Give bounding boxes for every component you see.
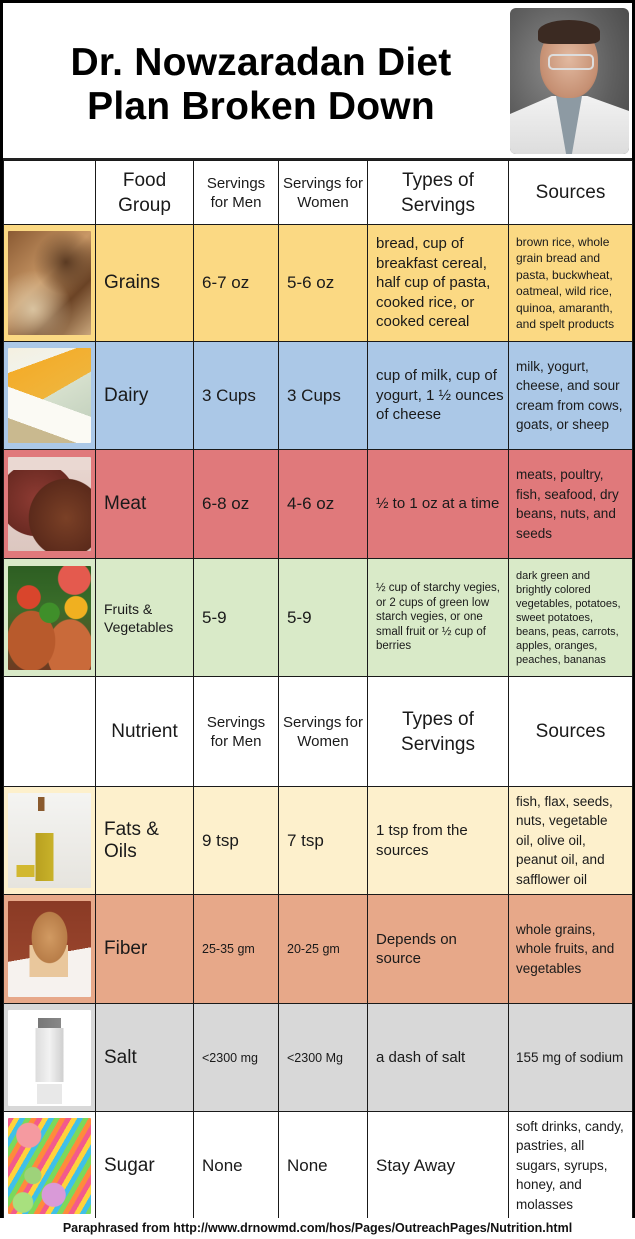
row-types: 1 tsp from the sources [367, 786, 509, 895]
row-sources: brown rice, whole grain bread and pasta,… [508, 224, 633, 342]
row-sources: milk, yogurt, cheese, and sour cream fro… [508, 341, 633, 450]
table-row-fiber: Fiber 25-35 gm 20-25 gm Depends on sourc… [3, 894, 633, 1004]
row-name: Meat [95, 449, 194, 559]
row-women: <2300 Mg [278, 1003, 368, 1112]
candy-image [8, 1117, 91, 1214]
row-types: a dash of salt [367, 1003, 509, 1112]
row-sources: fish, flax, seeds, nuts, vegetable oil, … [508, 786, 633, 895]
header-nutrient: Nutrient [95, 676, 194, 787]
salt-shaker-image [8, 1009, 91, 1106]
header-empty-cell [3, 676, 96, 787]
row-men: <2300 mg [193, 1003, 279, 1112]
header-empty-cell [3, 160, 96, 225]
header-servings-men: Servings for Men [193, 160, 279, 225]
table-row-dairy: Dairy 3 Cups 3 Cups cup of milk, cup of … [3, 341, 633, 450]
meat-image [8, 457, 91, 551]
row-men: 6-8 oz [193, 449, 279, 559]
row-men: 6-7 oz [193, 224, 279, 342]
row-name: Fruits & Vegetables [95, 558, 194, 677]
header-servings-women: Servings for Women [278, 160, 368, 225]
row-men: 9 tsp [193, 786, 279, 895]
row-sources: soft drinks, candy, pastries, all sugars… [508, 1111, 633, 1220]
fruits-vegetables-image-cell [3, 558, 96, 677]
header-servings-women: Servings for Women [278, 676, 368, 787]
oil-bottle-image [8, 793, 91, 888]
infographic: Dr. Nowzaradan Diet Plan Broken Down Foo… [3, 3, 633, 1220]
row-sources: meats, poultry, fish, seafood, dry beans… [508, 449, 633, 559]
title-area: Dr. Nowzaradan Diet Plan Broken Down [3, 3, 632, 160]
salt-image-cell [3, 1003, 96, 1112]
row-men: 3 Cups [193, 341, 279, 450]
row-types: Depends on source [367, 894, 509, 1004]
header-sources: Sources [508, 160, 633, 225]
table-row-sugar: Sugar None None Stay Away soft drinks, c… [3, 1111, 633, 1220]
header-types: Types of Servings [367, 160, 509, 225]
dairy-image-cell [3, 341, 96, 450]
food-header-row: Food Group Servings for Men Servings for… [3, 160, 633, 225]
meat-image-cell [3, 449, 96, 559]
row-sources: dark green and brightly colored vegetabl… [508, 558, 633, 677]
row-types: ½ cup of starchy vegies, or 2 cups of gr… [367, 558, 509, 677]
row-types: ½ to 1 oz at a time [367, 449, 509, 559]
portrait-hair [538, 20, 600, 44]
row-name: Fiber [95, 894, 194, 1004]
title-line-1: Dr. Nowzaradan Diet [70, 41, 452, 84]
row-types: bread, cup of breakfast cereal, half cup… [367, 224, 509, 342]
row-women: 3 Cups [278, 341, 368, 450]
row-name: Fats & Oils [95, 786, 194, 895]
header-servings-men: Servings for Men [193, 676, 279, 787]
row-name: Sugar [95, 1111, 194, 1220]
table-row-fats-oils: Fats & Oils 9 tsp 7 tsp 1 tsp from the s… [3, 786, 633, 895]
table-row-fruits-vegetables: Fruits & Vegetables 5-9 5-9 ½ cup of sta… [3, 558, 633, 677]
row-women: 5-9 [278, 558, 368, 677]
grains-image-cell [3, 224, 96, 342]
row-women: 4-6 oz [278, 449, 368, 559]
row-women: None [278, 1111, 368, 1220]
sugar-image-cell [3, 1111, 96, 1220]
row-sources: 155 mg of sodium [508, 1003, 633, 1112]
title-line-2: Plan Broken Down [87, 85, 435, 128]
header-food-group: Food Group [95, 160, 194, 225]
row-women: 7 tsp [278, 786, 368, 895]
doctor-portrait-image [510, 8, 629, 154]
row-types: cup of milk, cup of yogurt, 1 ½ ounces o… [367, 341, 509, 450]
table-row-meat: Meat 6-8 oz 4-6 oz ½ to 1 oz at a time m… [3, 449, 633, 559]
nutrient-header-row: Nutrient Servings for Men Servings for W… [3, 676, 633, 787]
oil-image-cell [3, 786, 96, 895]
header-types: Types of Servings [367, 676, 509, 787]
header-sources: Sources [508, 676, 633, 787]
source-footer: Paraphrased from http://www.drnowmd.com/… [0, 1218, 635, 1239]
row-sources: whole grains, whole fruits, and vegetabl… [508, 894, 633, 1004]
row-men: None [193, 1111, 279, 1220]
row-name: Dairy [95, 341, 194, 450]
dairy-image [8, 348, 91, 443]
row-types: Stay Away [367, 1111, 509, 1220]
row-men: 25-35 gm [193, 894, 279, 1004]
portrait-glasses [548, 54, 594, 70]
table-row-salt: Salt <2300 mg <2300 Mg a dash of salt 15… [3, 1003, 633, 1112]
fiber-image-cell [3, 894, 96, 1004]
row-women: 20-25 gm [278, 894, 368, 1004]
diet-table: Food Group Servings for Men Servings for… [3, 160, 633, 1220]
fruits-vegetables-image [8, 565, 91, 670]
row-men: 5-9 [193, 558, 279, 677]
row-women: 5-6 oz [278, 224, 368, 342]
table-row-grains: Grains 6-7 oz 5-6 oz bread, cup of break… [3, 224, 633, 342]
grains-image [8, 231, 91, 335]
row-name: Grains [95, 224, 194, 342]
muffin-image [8, 901, 91, 997]
row-name: Salt [95, 1003, 194, 1112]
page-title: Dr. Nowzaradan Diet Plan Broken Down [21, 41, 501, 129]
